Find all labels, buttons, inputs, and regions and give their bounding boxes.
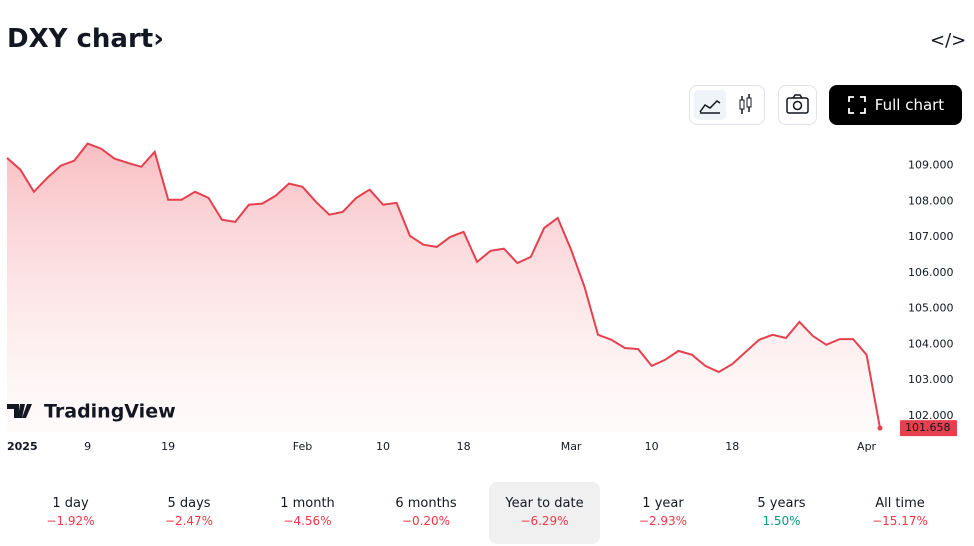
line xyxy=(6,142,881,429)
watermark-logo xyxy=(7,404,32,418)
x-tick-label: 10 xyxy=(376,440,390,453)
period-button[interactable]: 1 day −1.92% xyxy=(15,482,126,544)
full-chart-label: Full chart xyxy=(874,96,945,114)
y-tick-label: 106.000 xyxy=(908,266,954,279)
period-label: All time xyxy=(875,496,925,511)
candle-icon-body xyxy=(739,99,745,110)
price-tag-label: 101.658 xyxy=(905,421,951,434)
period-label: 1 year xyxy=(642,496,684,511)
x-tick-label: 2025 xyxy=(7,440,38,453)
camera-icon xyxy=(786,94,809,114)
period-label: Year to date xyxy=(505,496,584,511)
period-label: 5 days xyxy=(167,496,211,511)
period-label: 1 month xyxy=(280,496,335,511)
period-change: −4.56% xyxy=(283,514,332,528)
period-change: −1.92% xyxy=(46,514,95,528)
y-tick-label: 102.000 xyxy=(908,409,954,422)
period-change: −2.47% xyxy=(164,514,214,528)
period-change: −2.93% xyxy=(638,514,688,528)
title-arrow: › xyxy=(153,24,164,54)
y-tick-label: 109.000 xyxy=(908,159,954,172)
period-button[interactable]: 5 years 1.50% xyxy=(726,482,837,544)
y-tick-label: 107.000 xyxy=(908,230,954,243)
period-change: −15.17% xyxy=(872,514,928,528)
area-icon xyxy=(699,100,721,114)
period-change: −6.29% xyxy=(520,514,569,528)
chart-style-group xyxy=(689,85,765,125)
chart-style-icons xyxy=(694,90,752,120)
period-button[interactable]: All time −15.17% xyxy=(845,482,956,544)
period-button[interactable]: Year to date −6.29% xyxy=(489,482,600,544)
y-tick-label: 103.000 xyxy=(908,373,954,386)
x-tick-label: 18 xyxy=(457,440,471,453)
title[interactable]: DXY chart› xyxy=(7,24,164,54)
x-tick-label: Mar xyxy=(561,440,582,453)
title-text: DXY chart xyxy=(7,24,154,54)
period-label: 5 years xyxy=(757,496,806,511)
price-tag xyxy=(900,420,957,437)
x-tick-label: 18 xyxy=(725,440,739,453)
period-change: −0.20% xyxy=(401,514,451,528)
x-tick-label: 19 xyxy=(161,440,175,453)
x-tick-label: 10 xyxy=(645,440,659,453)
period-bar: 1 day −1.92% 5 days −2.47% 1 month −4.56% 6 mo… xyxy=(0,482,974,544)
x-tick-label: Feb xyxy=(293,440,312,453)
y-tick-label: 104.000 xyxy=(908,337,954,350)
embed-button[interactable]: </> xyxy=(930,30,967,51)
period-button[interactable]: 1 year −2.93% xyxy=(608,482,719,544)
fullscreen-icon xyxy=(847,96,866,114)
y-tick-label: 108.000 xyxy=(908,194,954,207)
last-point xyxy=(877,425,883,431)
y-tick-label: 105.000 xyxy=(908,302,954,315)
chart: 102.000 103.000 104.000 105.000 106.000 107.0… xyxy=(6,142,957,453)
period-button[interactable]: 6 months −0.20% xyxy=(371,482,482,544)
watermark: TradingView xyxy=(7,401,176,423)
area xyxy=(7,143,880,432)
period-label: 1 day xyxy=(52,496,89,511)
x-tick-label: Apr xyxy=(857,440,877,453)
period-button[interactable]: 5 days −2.47% xyxy=(134,482,245,544)
snapshot-button[interactable] xyxy=(778,85,817,125)
full-chart-button[interactable]: Full chart xyxy=(829,85,962,125)
period-button[interactable]: 1 month −4.56% xyxy=(252,482,363,544)
period-change: 1.50% xyxy=(762,514,801,528)
watermark-text: TradingView xyxy=(44,401,176,423)
period-label: 6 months xyxy=(395,496,457,511)
x-tick-label: 9 xyxy=(84,440,91,453)
candle-icon-body xyxy=(746,97,752,108)
